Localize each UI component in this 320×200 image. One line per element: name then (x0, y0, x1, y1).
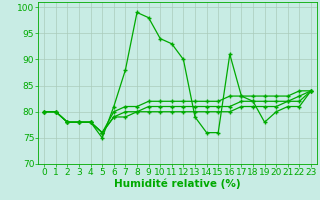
X-axis label: Humidité relative (%): Humidité relative (%) (114, 179, 241, 189)
